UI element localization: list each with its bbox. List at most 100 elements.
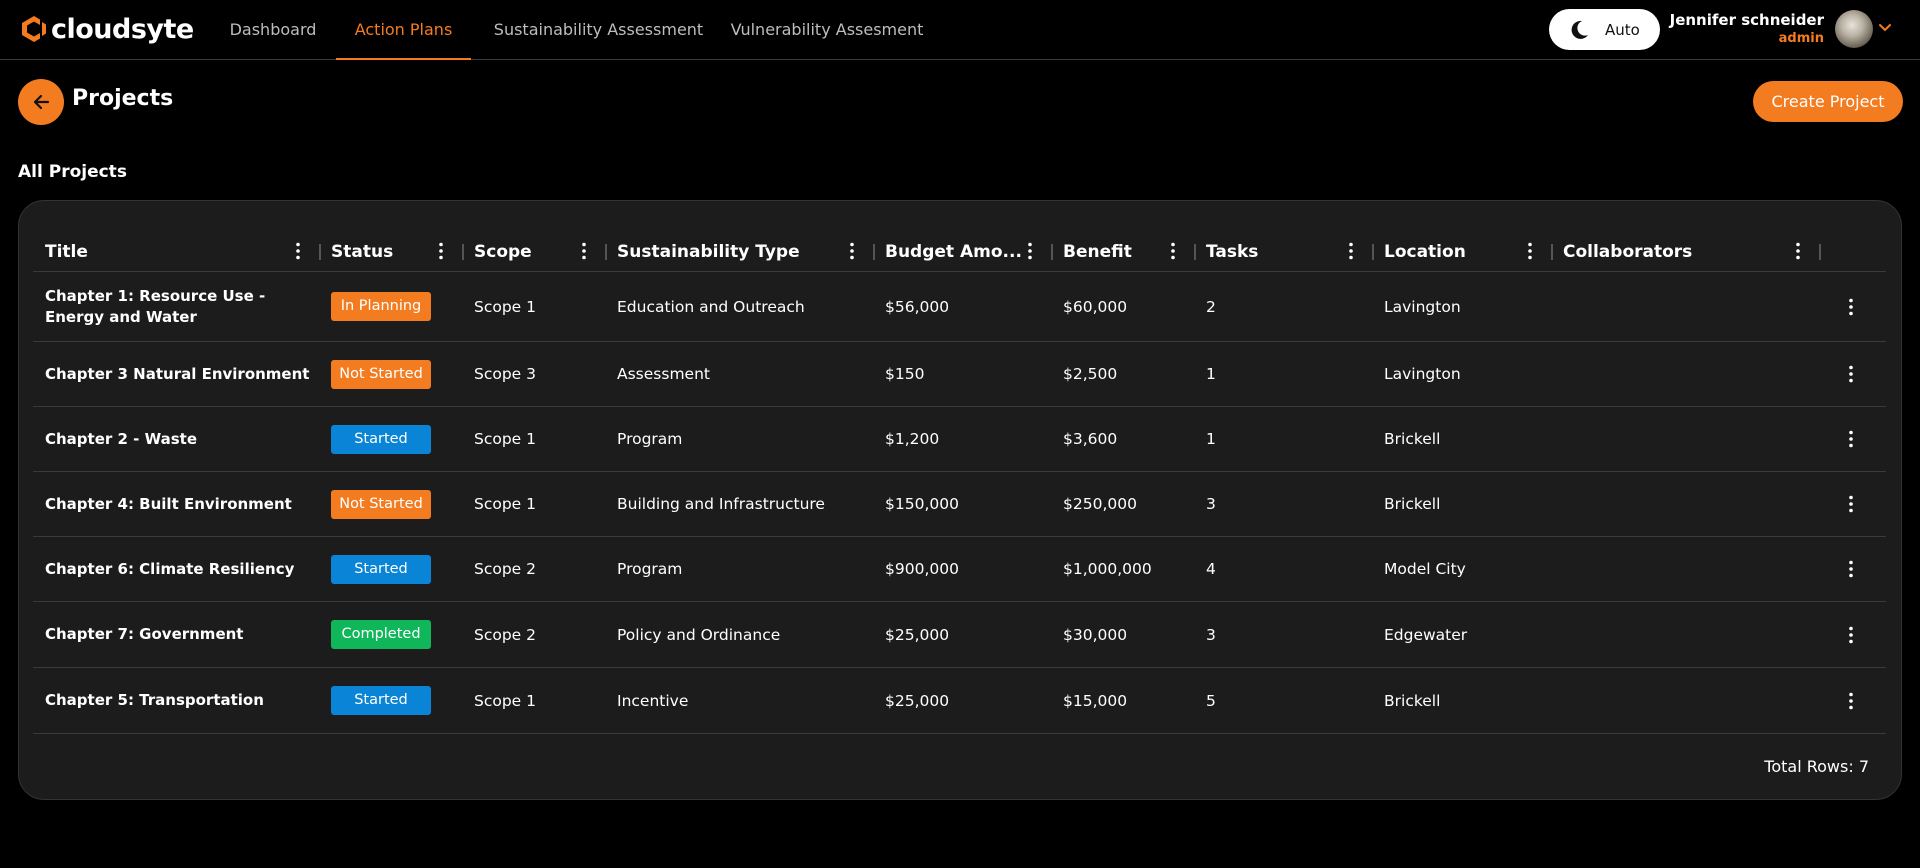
title-cell[interactable]: Chapter 6: Climate Resiliency [45, 559, 295, 578]
column-menu-icon[interactable] [1171, 242, 1175, 260]
status-badge: Started [331, 686, 431, 715]
avatar[interactable] [1835, 10, 1873, 48]
chevron-down-icon[interactable] [1877, 20, 1893, 36]
column-menu-icon[interactable] [1796, 242, 1800, 260]
column-header-sustainability-type[interactable]: Sustainability Type [617, 242, 800, 262]
column-resize-handle[interactable] [1372, 244, 1374, 260]
column-resize-handle[interactable] [1194, 244, 1196, 260]
status-badge: In Planning [331, 292, 431, 321]
section-title: All Projects [18, 162, 127, 182]
sustainability-type-cell: Education and Outreach [617, 297, 805, 316]
divider [33, 601, 1886, 602]
divider [33, 536, 1886, 537]
theme-toggle-label: Auto [1605, 20, 1640, 39]
status-badge: Completed [331, 620, 431, 649]
column-menu-icon[interactable] [296, 242, 300, 260]
column-resize-handle[interactable] [1551, 244, 1553, 260]
scope-cell: Scope 3 [474, 365, 537, 383]
title-cell[interactable]: Chapter 5: Transportation [45, 691, 264, 709]
column-menu-icon[interactable] [1528, 242, 1532, 260]
budget-cell: $25,000 [885, 691, 950, 710]
row-menu-icon[interactable] [1849, 560, 1853, 578]
location-cell: Brickell [1384, 430, 1441, 448]
budget-cell: $900,000 [885, 560, 959, 578]
column-menu-icon[interactable] [439, 242, 443, 260]
column-header-title[interactable]: Title [45, 242, 88, 262]
divider [33, 667, 1886, 668]
row-menu-icon[interactable] [1849, 298, 1853, 316]
sustainability-type-cell: Program [617, 430, 683, 448]
tasks-cell: 4 [1206, 560, 1216, 578]
title-cell[interactable]: Chapter 3 Natural Environment [45, 364, 310, 383]
back-button[interactable] [18, 79, 64, 125]
title-cell[interactable]: Chapter 7: Government [45, 625, 244, 643]
brand-name: cloudsyte [51, 13, 194, 45]
row-menu-icon[interactable] [1849, 430, 1853, 448]
title-cell[interactable]: Chapter 1: Resource Use - Energy and Wat… [45, 286, 266, 326]
projects-table: Title Status Scope Sustainability Type B… [18, 200, 1902, 800]
row-menu-icon[interactable] [1849, 692, 1853, 710]
create-project-button[interactable]: Create Project [1753, 81, 1903, 122]
divider [33, 341, 1886, 342]
column-menu-icon[interactable] [582, 242, 586, 260]
user-name: Jennifer schneider [1669, 11, 1824, 29]
location-cell: Brickell [1384, 691, 1441, 710]
theme-toggle[interactable]: Auto [1549, 9, 1660, 50]
location-cell: Brickell [1384, 495, 1441, 513]
column-header-tasks[interactable]: Tasks [1206, 242, 1259, 262]
row-menu-icon[interactable] [1849, 365, 1853, 383]
scope-cell: Scope 1 [474, 495, 537, 513]
column-header-budget[interactable]: Budget Amo... [885, 242, 1022, 262]
top-nav: cloudsyte Dashboard Action Plans Sustain… [0, 0, 1920, 60]
budget-cell: $1,200 [885, 430, 940, 448]
row-menu-icon[interactable] [1849, 626, 1853, 644]
nav-tab-action-plans[interactable]: Action Plans [336, 0, 471, 60]
title-cell[interactable]: Chapter 4: Built Environment [45, 494, 292, 513]
column-resize-handle[interactable] [605, 244, 607, 260]
location-cell: Lavington [1384, 365, 1461, 383]
status-badge: Started [331, 424, 431, 454]
scope-cell: Scope 1 [474, 430, 537, 448]
tasks-cell: 1 [1206, 365, 1216, 383]
location-cell: Edgewater [1384, 625, 1468, 644]
sustainability-type-cell: Policy and Ordinance [617, 625, 781, 644]
budget-cell: $25,000 [885, 625, 950, 644]
divider [33, 271, 1886, 272]
logo[interactable]: cloudsyte [18, 13, 194, 45]
scope-cell: Scope 2 [474, 625, 537, 644]
column-resize-handle[interactable] [873, 244, 875, 260]
benefit-cell: $60,000 [1063, 297, 1128, 316]
divider [33, 406, 1886, 407]
benefit-cell: $3,600 [1063, 430, 1118, 448]
budget-cell: $150,000 [885, 495, 959, 513]
row-menu-icon[interactable] [1849, 495, 1853, 513]
scope-cell: Scope 1 [474, 691, 537, 710]
nav-tab-sustainability-assessment[interactable]: Sustainability Assessment [493, 20, 704, 39]
title-cell[interactable]: Chapter 2 - Waste [45, 429, 198, 448]
column-resize-handle[interactable] [1051, 244, 1053, 260]
column-header-benefit[interactable]: Benefit [1063, 242, 1132, 262]
column-menu-icon[interactable] [1349, 242, 1353, 260]
column-header-location[interactable]: Location [1384, 242, 1466, 262]
benefit-cell: $15,000 [1063, 691, 1128, 710]
column-resize-handle[interactable] [1819, 244, 1821, 260]
nav-tab-vulnerability-assessment[interactable]: Vulnerability Assesment [730, 20, 924, 39]
column-header-status[interactable]: Status [331, 242, 394, 262]
column-header-scope[interactable]: Scope [474, 242, 532, 262]
divider [33, 733, 1886, 734]
page-title: Projects [72, 86, 174, 111]
cloudsyte-logo-icon [22, 16, 46, 42]
column-menu-icon[interactable] [850, 242, 854, 260]
column-header-collaborators[interactable]: Collaborators [1563, 242, 1693, 262]
tasks-cell: 5 [1206, 691, 1216, 710]
benefit-cell: $250,000 [1063, 495, 1137, 513]
budget-cell: $56,000 [885, 297, 950, 316]
column-menu-icon[interactable] [1028, 242, 1032, 260]
user-role: admin [1778, 31, 1824, 46]
column-resize-handle[interactable] [462, 244, 464, 260]
column-resize-handle[interactable] [319, 244, 321, 260]
divider [33, 471, 1886, 472]
location-cell: Model City [1384, 560, 1466, 578]
nav-tab-dashboard[interactable]: Dashboard [229, 20, 317, 39]
arrow-left-icon [33, 94, 50, 110]
